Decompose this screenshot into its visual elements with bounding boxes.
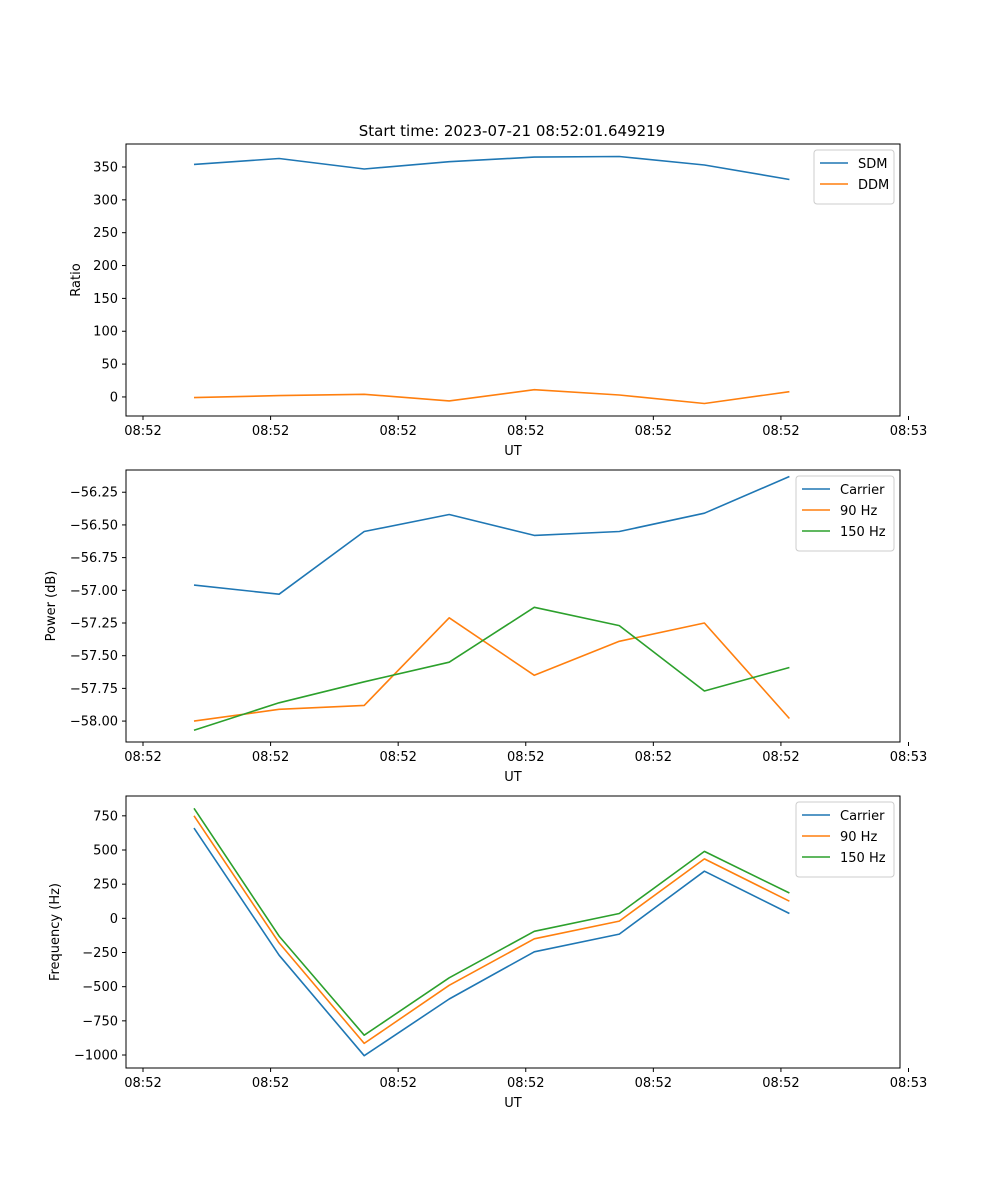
x-axis-label: UT [504, 444, 522, 459]
y-tick-label: 150 [93, 292, 118, 307]
x-tick-label: 08:52 [252, 750, 289, 765]
y-tick-label: −56.75 [70, 551, 118, 566]
figure-title: Start time: 2023-07-21 08:52:01.649219 [359, 122, 665, 140]
axes-frame [125, 143, 901, 417]
y-tick-label: −750 [82, 1014, 118, 1029]
x-tick-label: 08:52 [507, 424, 544, 439]
x-tick-label: 08:52 [762, 1076, 799, 1091]
x-tick-label: 08:52 [124, 424, 161, 439]
series-line-sdm [193, 155, 790, 181]
y-tick-label: 50 [101, 358, 118, 373]
legend-label: 90 Hz [840, 504, 877, 519]
y-tick-label: 500 [93, 843, 118, 858]
x-tick-label: 08:52 [124, 750, 161, 765]
x-tick-label: 08:53 [890, 1076, 927, 1091]
series-line-90-hz [193, 616, 790, 722]
y-tick-label: 250 [93, 226, 118, 241]
y-tick-label: 100 [93, 325, 118, 340]
legend: SDM DDM [813, 149, 895, 205]
x-tick-label: 08:52 [762, 424, 799, 439]
legend-label: 90 Hz [840, 830, 877, 845]
legend-label: 150 Hz [840, 851, 886, 866]
axes-frame [125, 469, 901, 743]
axes-frame [125, 795, 901, 1069]
legend-label: Carrier [840, 809, 885, 824]
legend: Carrier 90 Hz 150 Hz [795, 801, 895, 878]
y-tick-label: −500 [82, 980, 118, 995]
x-tick-label: 08:52 [379, 1076, 416, 1091]
y-tick-label: −250 [82, 946, 118, 961]
x-tick-label: 08:52 [635, 1076, 672, 1091]
y-axis-label: Ratio [69, 263, 84, 296]
y-tick-label: −57.75 [70, 682, 118, 697]
series-line-150-hz [193, 606, 790, 731]
series-line-carrier [193, 475, 790, 596]
legend: Carrier 90 Hz 150 Hz [795, 475, 895, 552]
y-tick-label: 350 [93, 160, 118, 175]
y-tick-label: 250 [93, 878, 118, 893]
x-tick-label: 08:52 [252, 424, 289, 439]
y-tick-label: −1000 [74, 1049, 118, 1064]
x-tick-label: 08:52 [379, 750, 416, 765]
legend-label: Carrier [840, 483, 885, 498]
x-axis-label: UT [504, 770, 522, 785]
y-tick-label: 0 [110, 390, 118, 405]
x-tick-label: 08:52 [507, 1076, 544, 1091]
x-tick-label: 08:52 [635, 424, 672, 439]
y-axis-label: Frequency (Hz) [48, 883, 63, 981]
y-axis-label: Power (dB) [44, 571, 59, 642]
x-tick-label: 08:53 [890, 750, 927, 765]
chart-panel-2: 08:52 08:52 08:52 08:52 08:52 08:52 08:53 −58.0… [44, 469, 927, 785]
y-tick-label: −56.50 [70, 518, 118, 533]
x-tick-label: 08:52 [252, 1076, 289, 1091]
chart-panels: 08:52 08:52 08:52 08:52 08:52 08:52 08:53 0 50 10… [44, 143, 927, 1111]
x-axis-label: UT [504, 1096, 522, 1111]
y-tick-label: −57.50 [70, 649, 118, 664]
legend-box [795, 801, 895, 878]
y-tick-label: 300 [93, 193, 118, 208]
series-line-ddm [193, 388, 790, 405]
series-line-150-hz [193, 807, 790, 1036]
y-tick-label: −57.25 [70, 617, 118, 632]
y-tick-label: 0 [110, 912, 118, 927]
series-line-carrier [193, 827, 790, 1057]
x-tick-label: 08:52 [379, 424, 416, 439]
series-line-90-hz [193, 815, 790, 1045]
legend-label: 150 Hz [840, 525, 886, 540]
y-tick-label: −58.00 [70, 715, 118, 730]
legend-label: DDM [858, 178, 889, 193]
x-tick-label: 08:52 [124, 1076, 161, 1091]
y-tick-label: −57.00 [70, 584, 118, 599]
y-tick-label: 750 [93, 809, 118, 824]
x-tick-label: 08:53 [890, 424, 927, 439]
legend-label: SDM [858, 157, 887, 172]
x-tick-label: 08:52 [635, 750, 672, 765]
chart-panel-3: 08:52 08:52 08:52 08:52 08:52 08:52 08:53 −1000… [48, 795, 927, 1111]
x-tick-label: 08:52 [507, 750, 544, 765]
y-tick-label: 200 [93, 259, 118, 274]
chart-panel-1: 08:52 08:52 08:52 08:52 08:52 08:52 08:53 0 50 10… [69, 143, 927, 459]
x-tick-label: 08:52 [762, 750, 799, 765]
legend-box [795, 475, 895, 552]
y-tick-label: −56.25 [70, 486, 118, 501]
